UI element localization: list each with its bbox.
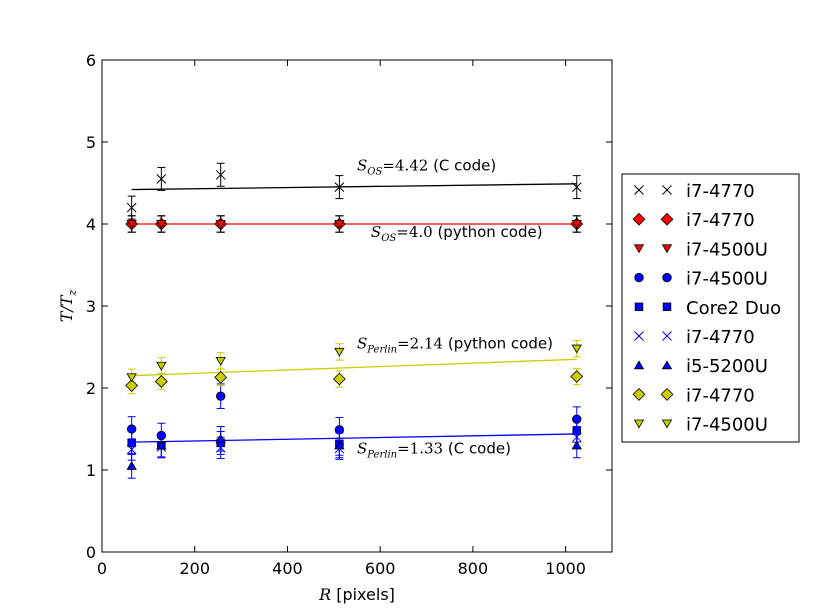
- legend-marker: [634, 272, 644, 283]
- data-point: [215, 356, 226, 366]
- legend-marker: [662, 302, 672, 312]
- data-point: [216, 391, 226, 401]
- data-point: [215, 434, 226, 443]
- data-point: [570, 370, 584, 383]
- legend-label: i7-4770: [686, 385, 755, 406]
- data-point: [214, 370, 228, 384]
- fit-annotation: SOS=4.42 (C code): [357, 157, 496, 178]
- fit-annotation: SOS=4.0 (python code): [371, 223, 543, 244]
- fit-line: [131, 358, 577, 377]
- legend-label: i7-4500U: [686, 269, 768, 290]
- legend-marker: [634, 302, 644, 312]
- data-point: [334, 440, 345, 450]
- data-point: [126, 461, 137, 470]
- series-6: [126, 426, 582, 479]
- data-point: [215, 220, 226, 229]
- legend-marker: [632, 212, 646, 226]
- data-point: [156, 440, 167, 450]
- legend-marker: [632, 387, 646, 401]
- data-point: [126, 444, 137, 455]
- y-tick-label: 4: [86, 215, 96, 234]
- y-tick-label: 2: [86, 379, 96, 398]
- legend-label: i5-5200U: [686, 356, 768, 377]
- series-2: [126, 215, 582, 233]
- legend-marker: [634, 185, 644, 195]
- x-tick-label: 800: [458, 559, 489, 578]
- x-tick-label: 600: [365, 559, 396, 578]
- legend-box: [621, 173, 800, 443]
- data-point: [154, 375, 168, 388]
- legend-marker: [662, 272, 672, 283]
- legend-entry: i7-4770: [632, 210, 755, 231]
- data-point: [571, 440, 582, 450]
- y-tick-label: 0: [86, 543, 96, 562]
- data-point: [334, 347, 345, 357]
- legend-marker: [661, 244, 673, 254]
- data-point: [156, 174, 167, 184]
- annotations: SOS=4.42 (C code) SOS=4.0 (python code) SP…: [357, 157, 553, 461]
- legend-entry: i7-4500U: [633, 415, 768, 436]
- legend-label: i7-4770: [686, 327, 755, 348]
- svg-text:T/Tz: T/Tz: [57, 290, 79, 323]
- legend-marker: [662, 185, 672, 195]
- data-point: [126, 220, 137, 229]
- y-tick-label: 1: [86, 461, 96, 480]
- legend-label: i7-4770: [686, 181, 755, 202]
- fit-annotation: SPerlin=1.33 (C code): [357, 440, 511, 461]
- data-point: [215, 169, 226, 180]
- legend-entry: Core2 Duo: [634, 298, 781, 319]
- data-point: [126, 202, 137, 213]
- data-point: [571, 344, 582, 354]
- legend-label: i7-4770: [686, 210, 755, 231]
- legend-entry: i7-4500U: [634, 269, 768, 290]
- legend-entry: i7-4770: [634, 181, 755, 202]
- axis-ticks: 0 200 400 600 800 1000 0 1 2 3 4 5 6: [86, 51, 612, 578]
- plot-area: [125, 162, 584, 479]
- x-tick-label: 200: [179, 559, 210, 578]
- axes-frame: [101, 59, 613, 553]
- legend-label: Core2 Duo: [686, 298, 781, 319]
- legend-entry: i7-4500U: [633, 239, 768, 260]
- legend-label: i7-4500U: [686, 239, 768, 260]
- data-point: [571, 220, 582, 229]
- legend-entry: i7-4770: [632, 385, 755, 406]
- legend-marker: [633, 360, 645, 370]
- fit-line: [131, 433, 577, 443]
- series-5: [126, 426, 582, 461]
- legend-marker: [633, 244, 645, 254]
- legend-label: i7-4500U: [686, 415, 768, 436]
- legend-marker: [633, 419, 645, 429]
- fit-line: [131, 183, 577, 191]
- series-0: [126, 162, 582, 220]
- legend-marker: [661, 360, 673, 370]
- legend-marker: [660, 212, 674, 226]
- legend-entry: i5-5200U: [633, 356, 768, 377]
- data-point: [156, 361, 167, 371]
- x-tick-label: 0: [97, 559, 107, 578]
- y-tick-label: 6: [86, 51, 96, 70]
- x-tick-label: 1000: [545, 559, 586, 578]
- legend-entry: i7-4770: [634, 327, 755, 348]
- legend-marker: [662, 331, 672, 341]
- legend-marker: [660, 387, 674, 401]
- y-tick-label: 5: [86, 133, 96, 152]
- y-tick-label: 3: [86, 297, 96, 316]
- data-point: [571, 182, 582, 192]
- series-8: [126, 339, 582, 387]
- data-point: [334, 220, 345, 229]
- data-point: [156, 220, 167, 229]
- data-point: [332, 372, 346, 386]
- data-point: [334, 182, 345, 192]
- x-tick-label: 400: [272, 559, 303, 578]
- series-7: [125, 367, 584, 395]
- data-point: [126, 373, 137, 383]
- y-axis-label: T/Tz: [57, 290, 79, 323]
- x-axis-label: R [pixels]: [318, 585, 395, 604]
- legend-marker: [661, 419, 673, 429]
- fit-annotation: SPerlin=2.14 (python code): [357, 335, 553, 356]
- legend: i7-4770 i7-4770 i7-4500U i7-4500U Core2 Duo i…: [621, 173, 800, 443]
- legend-marker: [634, 331, 644, 341]
